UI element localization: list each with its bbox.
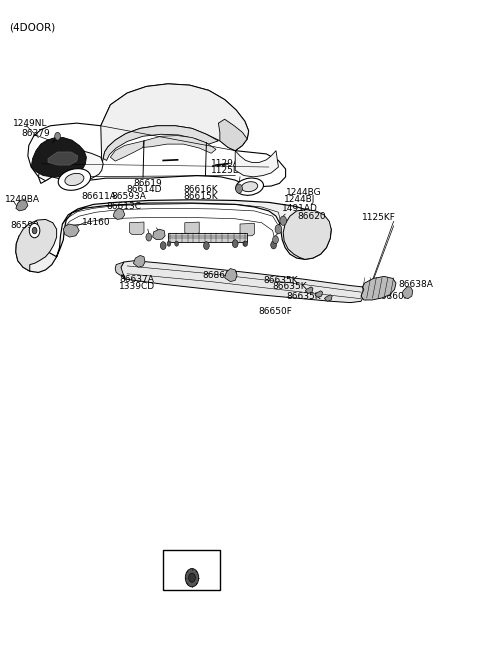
- Text: 1249NL: 1249NL: [13, 119, 48, 128]
- Polygon shape: [113, 208, 125, 219]
- Polygon shape: [38, 149, 103, 181]
- Text: 86637A: 86637A: [119, 274, 154, 284]
- Text: 86616K: 86616K: [183, 185, 218, 195]
- Text: 14160: 14160: [82, 218, 110, 227]
- Polygon shape: [16, 200, 28, 211]
- Text: 86611A: 86611A: [82, 192, 117, 201]
- Polygon shape: [305, 287, 313, 293]
- Text: 86650F: 86650F: [258, 307, 292, 316]
- Text: 86860I: 86860I: [375, 291, 407, 301]
- Circle shape: [232, 240, 238, 248]
- Circle shape: [280, 216, 287, 225]
- Text: 1491AD: 1491AD: [282, 204, 318, 213]
- Text: 1244BG: 1244BG: [286, 188, 322, 197]
- Circle shape: [275, 225, 282, 234]
- Ellipse shape: [241, 181, 258, 192]
- Circle shape: [167, 241, 171, 246]
- Polygon shape: [361, 276, 396, 300]
- Polygon shape: [130, 222, 144, 234]
- Polygon shape: [143, 136, 216, 153]
- Polygon shape: [16, 219, 57, 271]
- Polygon shape: [101, 84, 249, 165]
- Polygon shape: [402, 287, 413, 299]
- Polygon shape: [240, 223, 254, 236]
- FancyBboxPatch shape: [163, 550, 220, 590]
- Polygon shape: [115, 262, 125, 279]
- Polygon shape: [28, 84, 286, 187]
- Circle shape: [32, 227, 37, 234]
- Polygon shape: [63, 224, 79, 237]
- Text: 1125DA: 1125DA: [211, 166, 247, 175]
- Text: 86613C: 86613C: [107, 202, 142, 211]
- Circle shape: [160, 242, 166, 250]
- Polygon shape: [48, 152, 78, 165]
- Text: 86620: 86620: [298, 212, 326, 221]
- Circle shape: [243, 241, 247, 246]
- Polygon shape: [133, 255, 145, 267]
- Circle shape: [273, 236, 278, 244]
- Text: (4DOOR): (4DOOR): [9, 23, 55, 33]
- Circle shape: [185, 569, 199, 587]
- Text: 86635K: 86635K: [286, 291, 321, 301]
- Text: 86379: 86379: [22, 129, 50, 138]
- Ellipse shape: [58, 168, 91, 191]
- Polygon shape: [153, 229, 165, 240]
- Text: 1338AC: 1338AC: [166, 553, 201, 563]
- Text: 86860H: 86860H: [203, 271, 238, 280]
- FancyBboxPatch shape: [168, 233, 247, 242]
- Circle shape: [55, 132, 60, 140]
- Text: 86615K: 86615K: [183, 192, 218, 201]
- Text: 86614D: 86614D: [127, 185, 162, 195]
- Circle shape: [236, 184, 242, 193]
- Text: 1129AE: 1129AE: [211, 159, 246, 168]
- Polygon shape: [31, 138, 86, 177]
- Polygon shape: [324, 295, 332, 301]
- Text: 86635K: 86635K: [273, 282, 307, 291]
- Text: 86638A: 86638A: [398, 280, 433, 289]
- Circle shape: [204, 242, 209, 250]
- Text: 86619: 86619: [133, 179, 162, 188]
- Polygon shape: [103, 126, 218, 160]
- Polygon shape: [16, 200, 331, 272]
- Polygon shape: [120, 261, 365, 303]
- Text: 1244BJ: 1244BJ: [284, 195, 315, 204]
- Text: 1339CD: 1339CD: [119, 282, 155, 291]
- Circle shape: [271, 241, 276, 249]
- Circle shape: [146, 233, 152, 241]
- Polygon shape: [185, 222, 199, 234]
- Circle shape: [189, 573, 195, 582]
- Polygon shape: [218, 119, 247, 151]
- Circle shape: [29, 223, 40, 238]
- Ellipse shape: [65, 174, 84, 185]
- Polygon shape: [315, 291, 323, 297]
- Circle shape: [175, 241, 179, 246]
- Text: 1249BA: 1249BA: [5, 195, 40, 204]
- Polygon shape: [110, 141, 144, 161]
- Text: 86635K: 86635K: [263, 276, 298, 285]
- Text: 86590: 86590: [11, 221, 39, 230]
- Polygon shape: [235, 151, 278, 177]
- Polygon shape: [225, 269, 237, 282]
- Text: 1125KF: 1125KF: [362, 213, 396, 222]
- Ellipse shape: [236, 178, 264, 195]
- Text: 86593A: 86593A: [111, 192, 146, 201]
- Circle shape: [244, 241, 248, 246]
- Polygon shape: [283, 210, 331, 259]
